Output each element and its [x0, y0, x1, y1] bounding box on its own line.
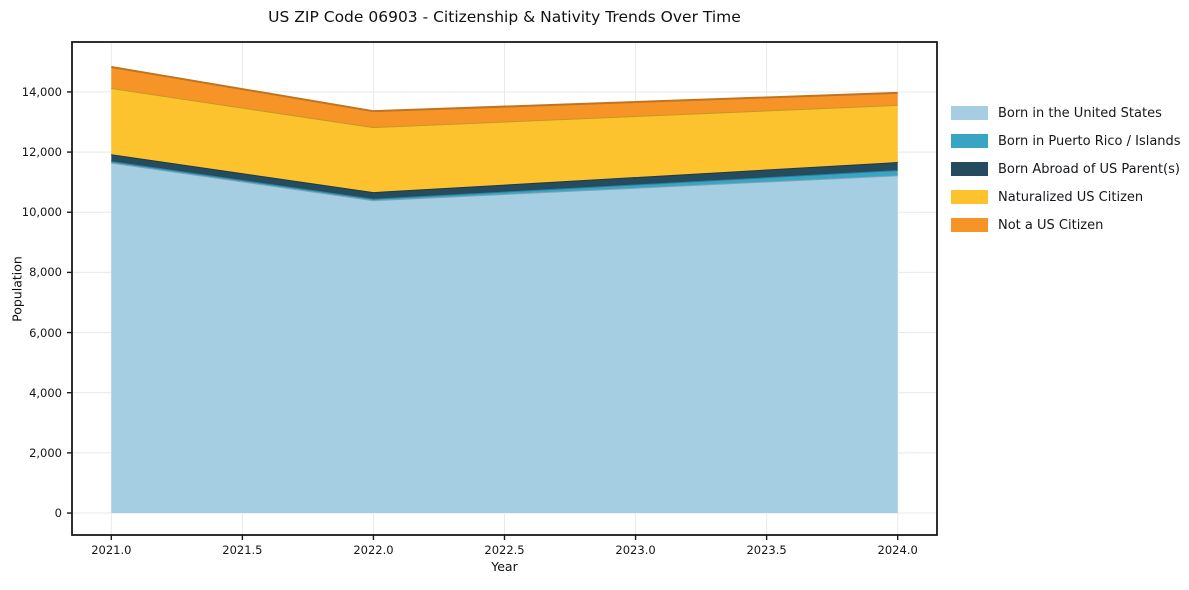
legend-label: Born in Puerto Rico / Islands [998, 133, 1181, 149]
legend-label: Not a US Citizen [998, 217, 1104, 233]
y-tick-label: 10,000 [21, 205, 62, 220]
legend-item-born-in-puerto-rico-islands: Born in Puerto Rico / Islands [951, 127, 1181, 155]
x-tick-label: 2023.5 [746, 543, 787, 557]
x-tick-label: 2023.0 [615, 543, 656, 557]
legend-label: Born in the United States [998, 105, 1162, 121]
chart-title: US ZIP Code 06903 - Citizenship & Nativi… [268, 8, 741, 26]
legend-swatch [951, 134, 988, 148]
area-series-edge-not-a-us-citizen [111, 65, 898, 113]
x-tick-label: 2024.0 [877, 543, 918, 557]
legend-swatch [951, 190, 988, 204]
legend-item-not-a-us-citizen: Not a US Citizen [951, 211, 1181, 239]
x-tick-label: 2021.5 [222, 543, 263, 557]
y-tick-label: 4,000 [29, 385, 62, 400]
x-tick-label: 2021.0 [91, 543, 132, 557]
area-series-born-in-the-united-states [111, 162, 898, 514]
legend-item-born-abroad-of-us-parent-s: Born Abroad of US Parent(s) [951, 155, 1181, 183]
legend: Born in the United States Born in Puerto … [951, 99, 1181, 239]
legend-item-born-in-the-united-states: Born in the United States [951, 99, 1181, 127]
legend-swatch [951, 218, 988, 232]
y-tick-label: 12,000 [21, 145, 62, 160]
x-tick-label: 2022.5 [484, 543, 525, 557]
y-tick-label: 14,000 [21, 84, 62, 99]
y-tick-label: 8,000 [29, 265, 62, 280]
legend-swatch [951, 162, 988, 176]
area-series-not-a-us-citizen [111, 66, 898, 128]
legend-label: Naturalized US Citizen [998, 189, 1144, 205]
y-tick-label: 6,000 [29, 325, 62, 340]
area-series-born-abroad-of-us-parent-s [111, 154, 898, 199]
legend-item-naturalized-us-citizen: Naturalized US Citizen [951, 183, 1181, 211]
area-series-born-in-puerto-rico-islands [111, 161, 898, 201]
y-tick-label: 0 [54, 506, 62, 521]
y-tick-label: 2,000 [29, 445, 62, 460]
x-tick-label: 2022.0 [353, 543, 394, 557]
legend-label: Born Abroad of US Parent(s) [998, 161, 1180, 177]
x-axis-label: Year [491, 559, 518, 574]
legend-swatch [951, 106, 988, 120]
